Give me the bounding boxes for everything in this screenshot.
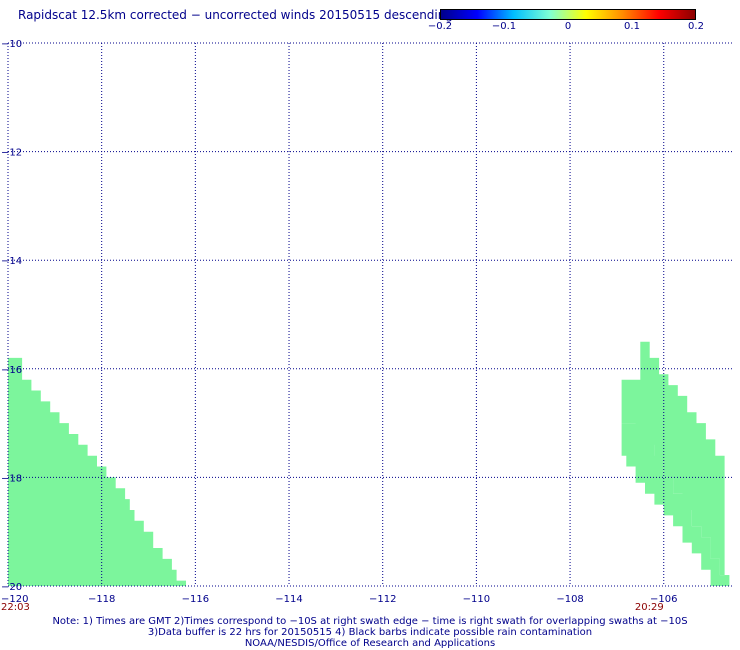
y-tick-label: −14 (1, 256, 22, 267)
y-tick-label: −16 (1, 365, 22, 376)
x-tick-label: −120 (1, 594, 28, 605)
x-tick-label: −110 (463, 594, 490, 605)
swath-fill (621, 341, 730, 586)
colorbar-tick-label: 0 (564, 21, 572, 32)
colorbar (440, 9, 696, 20)
footnote-line-3: NOAA/NESDIS/Office of Research and Appli… (244, 638, 496, 649)
x-tick-label: −114 (275, 594, 302, 605)
footnote-line-1: Note: 1) Times are GMT 2)Times correspon… (52, 616, 688, 627)
y-tick-label: −18 (1, 473, 22, 484)
colorbar-tick-label: −0.1 (491, 21, 517, 32)
colorbar-tick-label: 0.1 (624, 21, 640, 32)
x-tick-label: −118 (88, 594, 115, 605)
x-tick-label: −108 (556, 594, 583, 605)
swath-time-label: 20:29 (635, 602, 664, 613)
colorbar-tick-label: −0.2 (427, 21, 453, 32)
swath-time-label: 22:03 (1, 602, 30, 613)
x-tick-label: −106 (650, 594, 677, 605)
y-tick-label: −12 (1, 148, 22, 159)
swath-fill (621, 423, 730, 586)
x-tick-label: −116 (182, 594, 209, 605)
y-tick-label: −20 (1, 582, 22, 593)
x-tick-label: −112 (369, 594, 396, 605)
chart-title: Rapidscat 12.5km corrected − uncorrected… (18, 8, 453, 22)
colorbar-tick-label: 0.2 (688, 21, 704, 32)
swath-fill (8, 357, 186, 586)
y-tick-label: −10 (1, 39, 22, 50)
footnote-line-2: 3)Data buffer is 22 hrs for 20150515 4) … (147, 627, 593, 638)
